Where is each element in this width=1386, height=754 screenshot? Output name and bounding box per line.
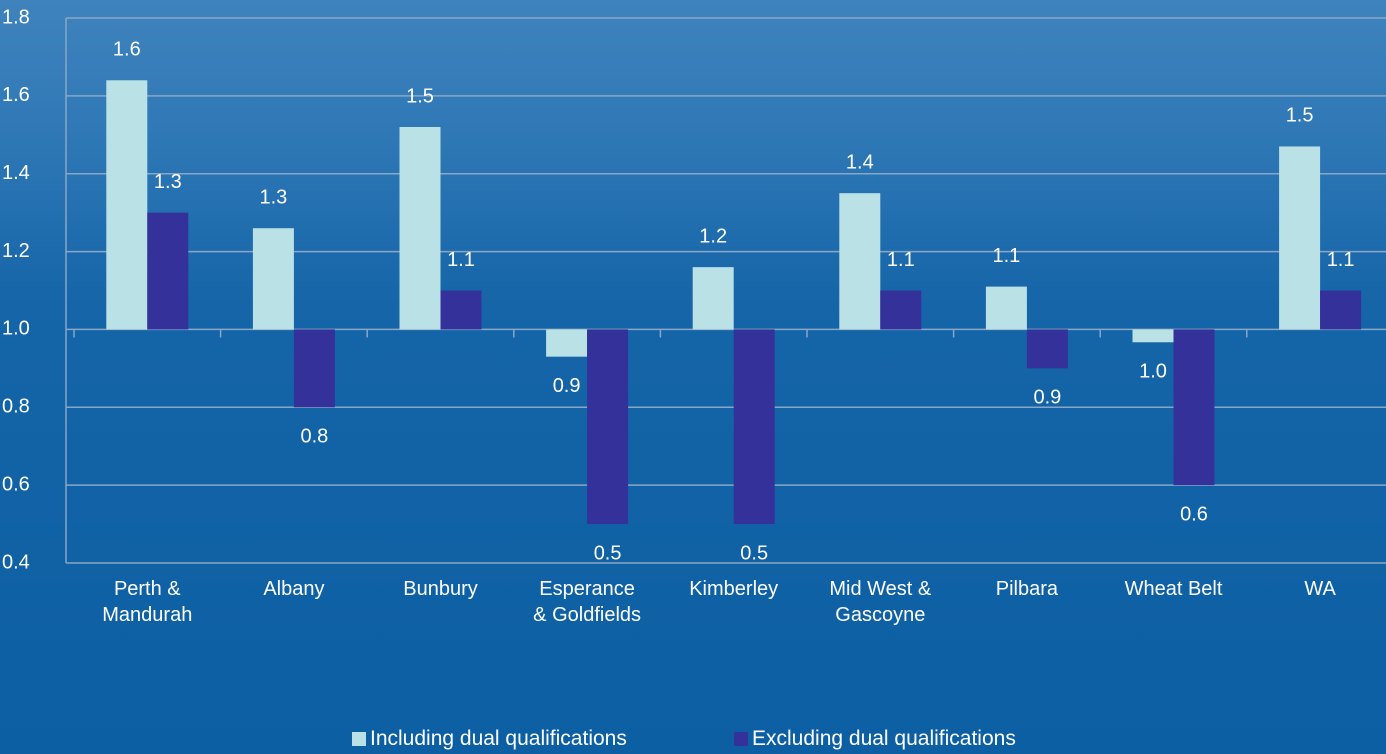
x-tick-label: Kimberley xyxy=(689,578,779,600)
data-label: 1.1 xyxy=(447,249,475,271)
bar xyxy=(147,212,189,330)
y-tick-label: 1.2 xyxy=(2,240,30,262)
y-tick-label: 0.6 xyxy=(2,473,30,495)
legend-swatch xyxy=(352,732,366,746)
bar xyxy=(440,290,482,330)
x-tick-label: Perth & Mandurah xyxy=(102,578,193,626)
bar xyxy=(106,80,148,330)
y-tick-label: 1.4 xyxy=(2,162,30,184)
legend-entry: Including dual qualifications xyxy=(352,727,627,751)
y-tick-label: 0.8 xyxy=(2,396,30,418)
y-tick-label: 0.4 xyxy=(2,551,30,573)
data-label: 0.9 xyxy=(553,375,581,397)
data-label: 1.2 xyxy=(699,225,727,247)
bar xyxy=(546,329,588,357)
bar xyxy=(399,127,441,330)
data-label: 1.3 xyxy=(154,171,182,193)
bar xyxy=(293,329,335,408)
bar xyxy=(1279,146,1321,330)
data-label: 1.1 xyxy=(887,249,915,271)
x-tick-label: Pilbara xyxy=(995,578,1059,600)
bar xyxy=(587,329,629,525)
legend-label: Excluding dual qualifications xyxy=(752,727,1016,750)
data-label: 1.4 xyxy=(846,151,874,173)
data-label: 1.3 xyxy=(259,186,287,208)
data-label: 0.5 xyxy=(594,542,622,564)
x-tick-label: Albany xyxy=(263,578,325,600)
x-tick-label: Wheat Belt xyxy=(1124,578,1223,600)
bar xyxy=(1026,329,1068,369)
x-tick-label: Mid West & Gascoyne xyxy=(829,578,932,626)
legend-label: Including dual qualifications xyxy=(370,727,627,750)
bar xyxy=(839,193,881,330)
bar xyxy=(692,267,734,330)
bar xyxy=(1132,329,1174,343)
data-label: 1.0 xyxy=(1139,361,1167,383)
data-label: 1.5 xyxy=(406,85,434,107)
bar xyxy=(985,286,1027,330)
bar xyxy=(1320,290,1362,330)
y-tick-label: 1.8 xyxy=(2,6,30,28)
bar xyxy=(880,290,922,330)
y-tick-label: 1.0 xyxy=(2,318,30,340)
data-label: 0.9 xyxy=(1033,387,1061,409)
x-tick-label: Esperance & Goldfields xyxy=(533,578,642,626)
data-label: 1.6 xyxy=(113,39,141,61)
data-label: 0.5 xyxy=(740,542,768,564)
data-label: 1.1 xyxy=(1327,249,1355,271)
x-tick-label: Bunbury xyxy=(403,578,478,600)
legend-swatch xyxy=(734,732,748,746)
legend-entry: Excluding dual qualifications xyxy=(734,727,1016,751)
data-label: 0.8 xyxy=(300,426,328,448)
bar xyxy=(1173,329,1215,486)
data-label: 1.5 xyxy=(1286,105,1314,127)
y-tick-label: 1.6 xyxy=(2,84,30,106)
data-label: 0.6 xyxy=(1180,503,1208,525)
bar xyxy=(733,329,775,525)
bar xyxy=(252,228,294,330)
x-tick-label: WA xyxy=(1304,578,1336,600)
data-label: 1.1 xyxy=(992,245,1020,267)
